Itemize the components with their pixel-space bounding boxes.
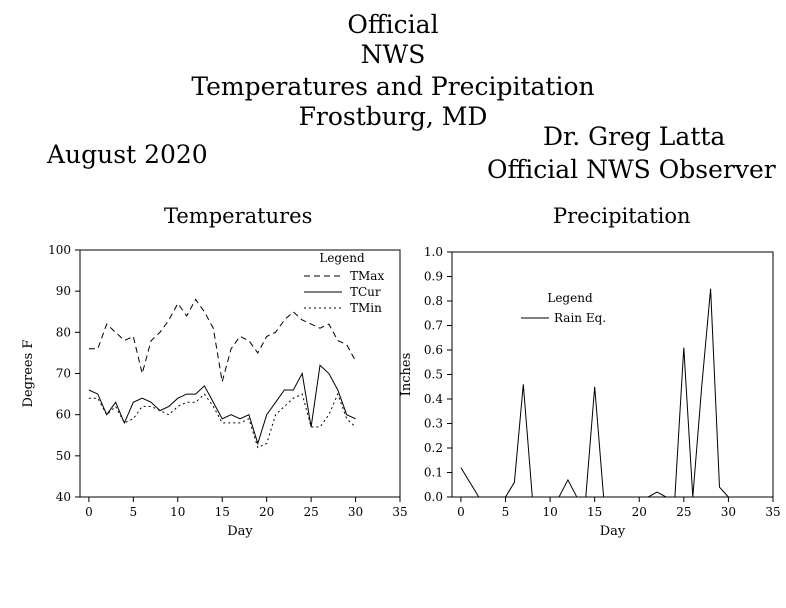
series-line-tmax [88, 298, 357, 382]
y-tick-label: 90 [56, 284, 71, 298]
x-axis-label: Day [600, 524, 626, 539]
legend-label: TCur [350, 285, 381, 299]
x-tick-label: 0 [85, 505, 93, 519]
y-tick-label: 0.1 [424, 466, 443, 480]
legend-title: Legend [547, 291, 593, 305]
x-tick-label: 30 [721, 505, 736, 519]
y-tick-label: 0.6 [424, 343, 443, 357]
precipitation-chart: 0 5 10 15 20 25 30 35 0.0 0.1 0.2 0.3 0.4 0.5 0.6 0.7 0.… [399, 245, 781, 539]
title-line-2: NWS [360, 40, 426, 69]
x-tick-label: 5 [130, 505, 138, 519]
observer-title: Official NWS Observer [487, 155, 776, 184]
y-tick-label: 0.5 [424, 368, 443, 382]
legend-label: Rain Eq. [554, 311, 606, 325]
series-line-tmin [88, 392, 356, 449]
x-tick-label: 20 [632, 505, 647, 519]
series-line-tcur [88, 364, 356, 446]
x-tick-label: 10 [542, 505, 557, 519]
title-line-4: Frostburg, MD [298, 102, 488, 131]
x-tick-label: 35 [392, 505, 407, 519]
x-tick-label: 35 [765, 505, 780, 519]
y-tick-label: 70 [56, 367, 71, 381]
legend-label: TMin [350, 301, 382, 315]
legend-label: TMax [350, 269, 384, 283]
title-line-1: Official [347, 10, 439, 39]
y-tick-label: 0.2 [424, 441, 443, 455]
x-tick-label: 30 [348, 505, 363, 519]
precipitation-chart-title: Precipitation [553, 204, 691, 228]
x-tick-label: 15 [215, 505, 230, 519]
x-tick-label: 25 [303, 505, 318, 519]
y-tick-label: 80 [56, 325, 71, 339]
y-tick-label: 100 [48, 243, 71, 257]
y-tick-label: 0.3 [424, 417, 443, 431]
y-tick-label: 60 [56, 408, 71, 422]
y-tick-label: 1.0 [424, 245, 443, 259]
x-tick-label: 25 [676, 505, 691, 519]
x-tick-label: 20 [259, 505, 274, 519]
x-tick-label: 10 [170, 505, 185, 519]
legend-title: Legend [319, 251, 365, 265]
y-tick-label: 0.9 [424, 270, 443, 284]
x-tick-label: 5 [502, 505, 510, 519]
x-tick-label: 0 [457, 505, 465, 519]
month-label: August 2020 [47, 140, 208, 169]
plot-frame [451, 251, 774, 498]
y-axis-label: Inches [399, 353, 414, 397]
x-tick-label: 15 [587, 505, 602, 519]
y-tick-label: 40 [56, 490, 71, 504]
temperature-chart: 0 5 10 15 20 25 30 35 40 50 60 70 80 90 100 Day Degrees … [21, 243, 408, 539]
y-tick-label: 0.7 [424, 319, 443, 333]
y-tick-label: 0.0 [424, 490, 443, 504]
y-tick-label: 50 [56, 449, 71, 463]
y-tick-label: 0.8 [424, 294, 443, 308]
y-axis-label: Degrees F [21, 340, 36, 408]
observer-name: Dr. Greg Latta [543, 122, 726, 151]
title-line-3: Temperatures and Precipitation [191, 72, 595, 101]
y-tick-label: 0.4 [424, 392, 443, 406]
x-axis-label: Day [227, 524, 253, 539]
temperature-chart-title: Temperatures [164, 204, 313, 228]
